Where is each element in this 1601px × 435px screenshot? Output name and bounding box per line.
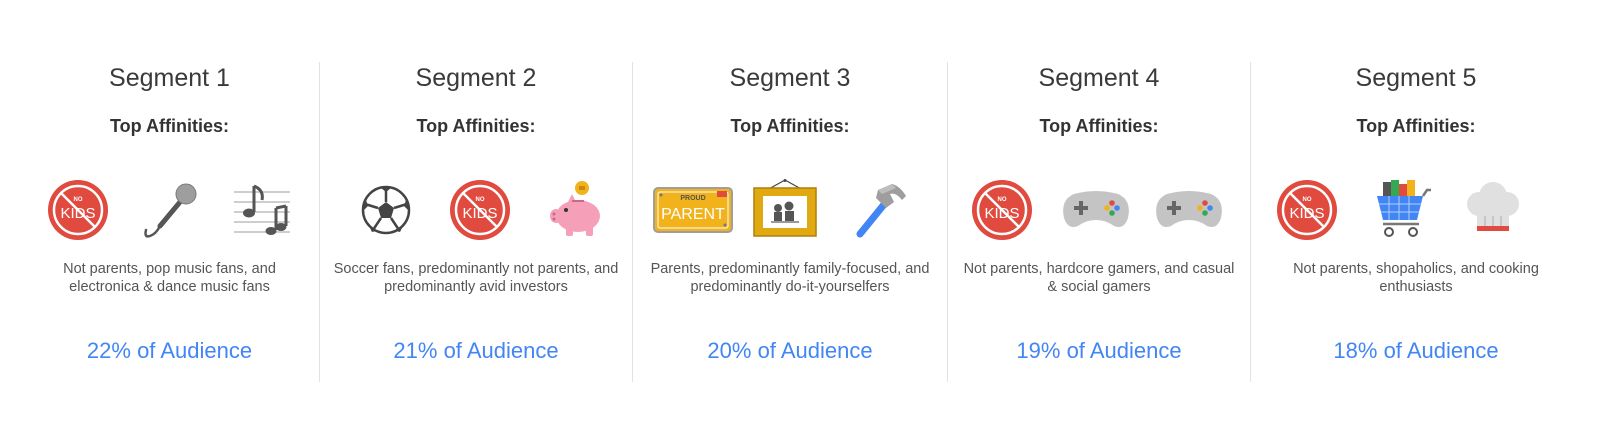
top-affinities-label: Top Affinities: <box>110 116 229 136</box>
no-kids-icon: NO KIDS <box>970 178 1034 242</box>
no-kids-icon: NO KIDS <box>448 178 512 242</box>
affinity-icons: NO KIDS <box>1251 178 1581 242</box>
no-kids-icon: NO KIDS <box>46 178 110 242</box>
music-notes-icon <box>230 178 294 242</box>
svg-text:KIDS: KIDS <box>984 205 1019 222</box>
top-affinities-label: Top Affinities: <box>730 116 850 136</box>
segment-title: Segment 5 <box>1355 64 1477 92</box>
segment-title: Segment 3 <box>729 64 851 92</box>
segment-description: Not parents, shopaholics, and cooking en… <box>1293 261 1539 295</box>
hammer-icon <box>848 178 912 242</box>
segment-2: Segment 2 Top Affinities: <box>320 62 633 382</box>
segment-4: Segment 4 Top Affinities: NO KIDS <box>948 62 1251 382</box>
audience-share: 22% of Audience <box>86 338 253 363</box>
top-affinities-label: Top Affinities: <box>1039 116 1159 136</box>
segment-title: Segment 4 <box>1038 64 1160 92</box>
soccer-ball-icon <box>354 178 418 242</box>
segment-description: Not parents, pop music fans, and electro… <box>63 261 276 295</box>
segment-title: Segment 2 <box>415 64 537 92</box>
microphone-icon <box>138 178 202 242</box>
segment-3: Segment 3 Top Affinities: PROUD PARENT <box>633 62 948 382</box>
svg-text:NO: NO <box>1303 197 1312 203</box>
game-controller-icon <box>1153 178 1225 242</box>
audience-share: 20% of Audience <box>707 338 873 363</box>
shopping-cart-icon <box>1369 178 1433 242</box>
svg-text:PROUD: PROUD <box>680 195 705 202</box>
svg-text:NO: NO <box>74 197 83 203</box>
piggy-bank-icon <box>544 178 608 242</box>
svg-text:KIDS: KIDS <box>60 205 95 222</box>
top-affinities-label: Top Affinities: <box>1356 116 1476 136</box>
svg-text:KIDS: KIDS <box>462 205 497 222</box>
segment-description: Soccer fans, predominantly not parents, … <box>333 261 619 295</box>
segment-5: Segment 5 Top Affinities: NO KIDS <box>1251 62 1581 382</box>
affinity-icons: PROUD PARENT <box>633 178 947 242</box>
segment-title: Segment 1 <box>109 64 230 92</box>
proud-parent-plate-icon: PROUD PARENT <box>653 178 733 242</box>
top-affinities-label: Top Affinities: <box>416 116 536 136</box>
svg-text:NO: NO <box>998 197 1007 203</box>
audience-share: 21% of Audience <box>393 338 559 363</box>
no-kids-icon: NO KIDS <box>1275 178 1339 242</box>
affinity-icons: NO KIDS <box>948 178 1250 242</box>
audience-share: 19% of Audience <box>1016 338 1182 363</box>
svg-text:KIDS: KIDS <box>1289 205 1324 222</box>
audience-share: 18% of Audience <box>1333 338 1499 363</box>
svg-text:PARENT: PARENT <box>661 206 725 223</box>
segment-1: Segment 1 Top Affinities: NO KIDS <box>20 62 320 382</box>
segments-row: Segment 1 Top Affinities: NO KIDS <box>20 62 1581 382</box>
segment-description: Parents, predominantly family-focused, a… <box>650 261 930 295</box>
chef-hat-icon <box>1461 178 1525 242</box>
affinity-icons: NO KIDS <box>320 178 632 242</box>
affinity-icons: NO KIDS <box>20 178 319 242</box>
game-controller-icon <box>1060 178 1132 242</box>
segment-description: Not parents, hardcore gamers, and casual… <box>963 261 1235 295</box>
family-picture-frame-icon <box>753 178 817 242</box>
svg-text:NO: NO <box>476 197 485 203</box>
